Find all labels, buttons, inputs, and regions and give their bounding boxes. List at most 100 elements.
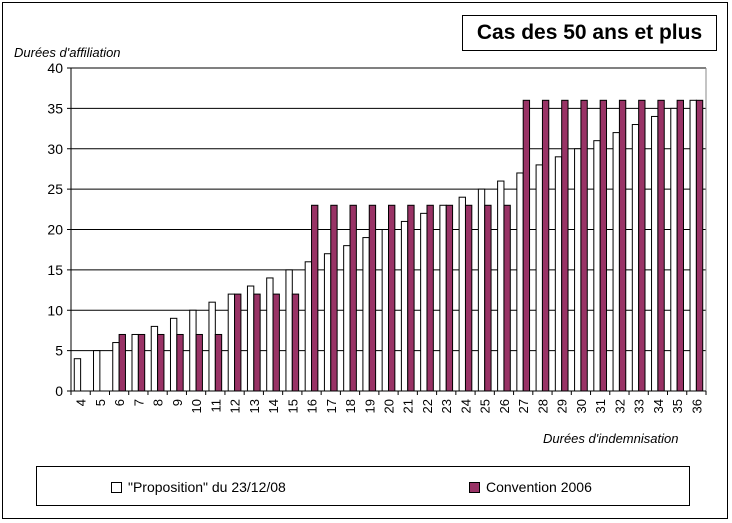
bar-convention	[484, 204, 492, 392]
x-tick-label: 7	[131, 399, 146, 406]
bar-convention	[388, 204, 396, 392]
y-axis-label: Durées d'affiliation	[14, 45, 121, 60]
bar-convention	[638, 99, 646, 392]
x-tick-label: 29	[555, 399, 570, 413]
x-tick-label: 15	[285, 399, 300, 413]
x-tick-label: 9	[170, 399, 185, 406]
y-tick-label: 20	[47, 222, 63, 238]
bar-convention	[118, 333, 126, 392]
y-tick-label: 35	[47, 100, 63, 116]
bar-convention	[330, 204, 338, 392]
bar-proposition	[343, 245, 351, 392]
bar-proposition	[131, 333, 139, 392]
bar-proposition	[189, 309, 197, 392]
bar-proposition	[420, 212, 428, 392]
y-tick-label: 25	[47, 181, 63, 197]
bar-convention	[272, 293, 280, 392]
legend-item-proposition: "Proposition" du 23/12/08	[111, 479, 286, 495]
x-tick-label: 13	[247, 399, 262, 413]
bar-proposition	[246, 285, 255, 392]
bars	[73, 99, 704, 392]
bar-proposition	[593, 140, 601, 392]
bar-proposition	[689, 99, 697, 392]
bar-proposition	[73, 358, 82, 392]
bar-convention	[368, 204, 377, 392]
x-tick-label: 4	[74, 399, 89, 406]
x-tick-label: 22	[420, 399, 435, 413]
y-tick-label: 15	[47, 262, 63, 278]
bar-proposition	[208, 301, 216, 392]
chart-title: Cas des 50 ans et plus	[462, 15, 717, 51]
legend-label: Convention 2006	[486, 479, 592, 495]
bar-proposition	[612, 132, 620, 392]
bar-proposition	[169, 317, 178, 392]
bar-convention	[561, 99, 569, 392]
x-tick-label: 24	[458, 399, 473, 413]
bar-proposition	[150, 325, 159, 392]
bar-proposition	[439, 204, 447, 392]
bar-convention	[522, 99, 531, 392]
bar-proposition	[651, 115, 659, 392]
bar-convention	[599, 99, 608, 392]
bar-proposition	[458, 196, 466, 392]
y-tick-label: 30	[47, 141, 63, 157]
bar-convention	[618, 99, 627, 392]
x-tick-label: 33	[632, 399, 647, 413]
x-tick-label: 27	[516, 399, 531, 413]
x-tick-label: 19	[362, 399, 377, 413]
x-tick-label: 14	[266, 399, 281, 413]
bar-convention	[426, 204, 434, 392]
bar-proposition	[574, 148, 582, 392]
legend-label: "Proposition" du 23/12/08	[128, 479, 286, 495]
bar-proposition	[400, 220, 409, 392]
legend-swatch-white	[111, 481, 122, 493]
bar-proposition	[304, 261, 313, 392]
x-tick-label: 26	[497, 399, 512, 413]
bar-proposition	[554, 156, 563, 392]
bar-proposition	[323, 253, 332, 392]
bar-convention	[176, 333, 184, 392]
x-tick-label: 8	[151, 399, 166, 406]
legend-item-convention: Convention 2006	[469, 479, 592, 495]
x-tick-label: 16	[305, 399, 320, 413]
bar-proposition	[266, 277, 274, 392]
bar-proposition	[362, 237, 370, 392]
bar-proposition	[112, 342, 120, 392]
bar-convention	[253, 293, 261, 392]
bar-convention	[157, 333, 165, 392]
bar-convention	[503, 204, 511, 392]
x-tick-label: 12	[228, 399, 243, 413]
x-tick-label: 32	[612, 399, 627, 413]
bar-proposition	[227, 293, 236, 392]
x-tick-label: 6	[112, 399, 127, 406]
bar-convention	[291, 293, 300, 392]
bar-convention	[349, 204, 357, 392]
bar-proposition	[477, 188, 486, 392]
bar-convention	[695, 99, 704, 392]
bar-proposition	[381, 229, 389, 392]
bar-proposition	[631, 124, 640, 392]
bar-convention	[214, 333, 223, 392]
x-tick-label: 35	[670, 399, 685, 413]
y-tick-label: 0	[55, 383, 63, 399]
x-tick-label: 34	[651, 399, 666, 413]
bar-convention	[580, 99, 588, 392]
legend: "Proposition" du 23/12/08 Convention 200…	[36, 466, 690, 506]
bar-proposition	[535, 164, 543, 392]
bar-convention	[657, 99, 665, 392]
bar-convention	[407, 204, 415, 392]
x-tick-label: 17	[324, 399, 339, 413]
y-tick-label: 5	[55, 343, 63, 359]
y-tick-label: 10	[47, 302, 63, 318]
x-tick-label: 11	[208, 399, 223, 413]
x-tick-label: 20	[382, 399, 397, 413]
bar-convention	[676, 99, 684, 392]
bar-convention	[137, 333, 146, 392]
bar-convention	[445, 204, 454, 392]
bar-convention	[464, 204, 473, 392]
legend-swatch-maroon	[469, 481, 480, 493]
bar-proposition	[516, 172, 524, 392]
bar-proposition	[285, 269, 293, 392]
